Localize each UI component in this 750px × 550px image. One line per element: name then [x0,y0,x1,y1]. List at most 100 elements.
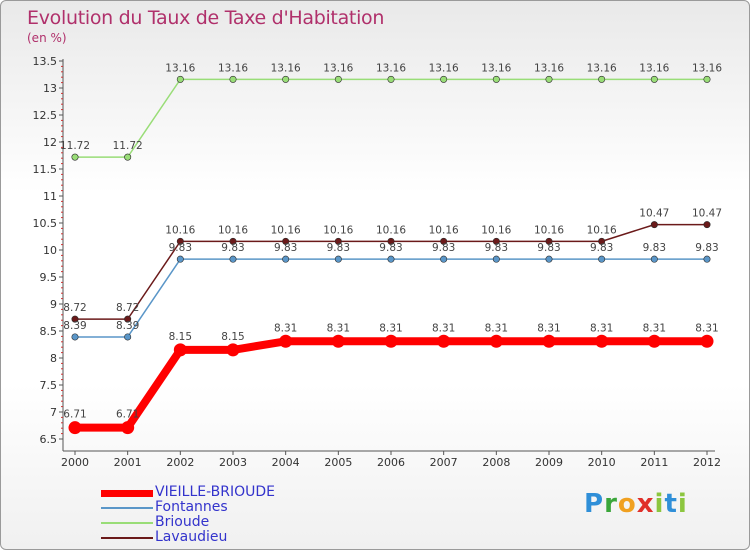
y-tick-label: 13.5 [33,55,58,68]
data-point-fontannes [71,333,79,341]
data-label-vieille-brioude: 8.31 [695,322,718,334]
x-tick-label: 2000 [61,456,89,469]
data-point-brioude [545,75,553,83]
data-point-vieille-brioude [173,343,187,357]
data-point-vieille-brioude [226,343,240,357]
chart-subtitle: (en %) [27,31,67,45]
legend-label-vieille-brioude: VIEILLE-BRIOUDE [155,484,276,500]
data-label-fontannes: 9.83 [274,242,297,254]
data-point-brioude [229,75,237,83]
data-point-brioude [176,75,184,83]
data-label-fontannes: 9.83 [590,242,613,254]
data-label-brioude: 13.16 [481,62,511,74]
data-label-lavaudieu: 10.16 [587,224,617,236]
legend-label-brioude: Brioude [155,514,210,530]
logo-letter: P [584,489,605,519]
data-label-lavaudieu: 10.47 [639,208,669,220]
data-point-vieille-brioude [384,334,398,348]
data-label-lavaudieu: 10.16 [271,224,301,236]
legend-label-lavaudieu: Lavaudieu [155,529,228,545]
data-point-fontannes [650,255,658,263]
logo-letter: t [664,489,678,519]
x-tick-label: 2006 [377,456,405,469]
legend-label-fontannes: Fontannes [155,499,228,515]
data-label-brioude: 13.16 [218,62,248,74]
data-point-lavaudieu [440,237,448,245]
data-point-lavaudieu [229,237,237,245]
data-label-fontannes: 9.83 [221,242,244,254]
y-tick-label: 10.5 [33,217,58,230]
data-point-lavaudieu [545,237,553,245]
data-label-fontannes: 9.83 [379,242,402,254]
data-label-lavaudieu: 10.16 [481,224,511,236]
y-tick-label: 9.5 [40,271,58,284]
legend-swatch-fontannes [101,507,153,509]
data-point-fontannes [703,255,711,263]
data-point-lavaudieu [71,315,79,323]
data-label-lavaudieu: 8.72 [116,302,139,314]
data-label-brioude: 11.72 [60,140,90,152]
legend-swatch-vieille-brioude [101,490,153,497]
data-label-vieille-brioude: 8.15 [169,331,192,343]
data-label-lavaudieu: 10.16 [218,224,248,236]
x-tick-label: 2010 [588,456,616,469]
data-label-fontannes: 9.83 [485,242,508,254]
data-label-brioude: 11.72 [113,140,143,152]
data-label-lavaudieu: 10.16 [323,224,353,236]
data-point-fontannes [176,255,184,263]
data-point-fontannes [598,255,606,263]
data-label-brioude: 13.16 [376,62,406,74]
x-tick-label: 2001 [114,456,142,469]
data-point-fontannes [387,255,395,263]
data-label-fontannes: 9.83 [643,242,666,254]
x-tick-label: 2008 [482,456,510,469]
proxiti-logo: Proxiti [584,489,688,519]
data-point-lavaudieu [492,237,500,245]
data-label-fontannes: 9.83 [537,242,560,254]
data-point-lavaudieu [650,221,658,229]
data-label-brioude: 13.16 [165,62,195,74]
data-point-vieille-brioude [331,334,345,348]
data-label-lavaudieu: 10.16 [534,224,564,236]
y-tick-label: 11.5 [33,163,58,176]
data-label-vieille-brioude: 8.31 [327,322,350,334]
data-point-brioude [440,75,448,83]
data-label-vieille-brioude: 6.71 [116,409,139,421]
x-tick-label: 2005 [324,456,352,469]
data-label-vieille-brioude: 8.31 [379,322,402,334]
y-tick-label: 6.5 [40,433,58,446]
data-point-fontannes [492,255,500,263]
y-tick-label: 7.5 [40,379,58,392]
data-point-fontannes [545,255,553,263]
logo-letter: i [677,489,688,519]
data-point-vieille-brioude [437,334,451,348]
data-point-vieille-brioude [595,334,609,348]
data-point-lavaudieu [176,237,184,245]
data-point-vieille-brioude [279,334,293,348]
data-point-fontannes [229,255,237,263]
data-label-fontannes: 8.39 [116,320,139,332]
x-tick-label: 2007 [430,456,458,469]
data-label-vieille-brioude: 8.15 [221,331,244,343]
data-label-fontannes: 9.83 [327,242,350,254]
series-line-brioude [75,78,707,158]
chart-title: Evolution du Taux de Taxe d'Habitation [27,7,385,29]
data-label-lavaudieu: 10.16 [429,224,459,236]
data-label-vieille-brioude: 8.31 [274,322,297,334]
data-label-lavaudieu: 10.47 [692,208,722,220]
data-point-vieille-brioude [700,334,714,348]
data-label-vieille-brioude: 8.31 [432,322,455,334]
data-point-lavaudieu [282,237,290,245]
data-point-lavaudieu [124,315,132,323]
logo-letter: o [617,489,637,519]
data-point-brioude [650,75,658,83]
data-point-brioude [124,153,132,161]
data-point-brioude [282,75,290,83]
x-tick-label: 2011 [640,456,668,469]
logo-letter: i [654,489,665,519]
data-label-fontannes: 8.39 [63,320,86,332]
data-label-brioude: 13.16 [323,62,353,74]
data-point-vieille-brioude [121,421,135,435]
